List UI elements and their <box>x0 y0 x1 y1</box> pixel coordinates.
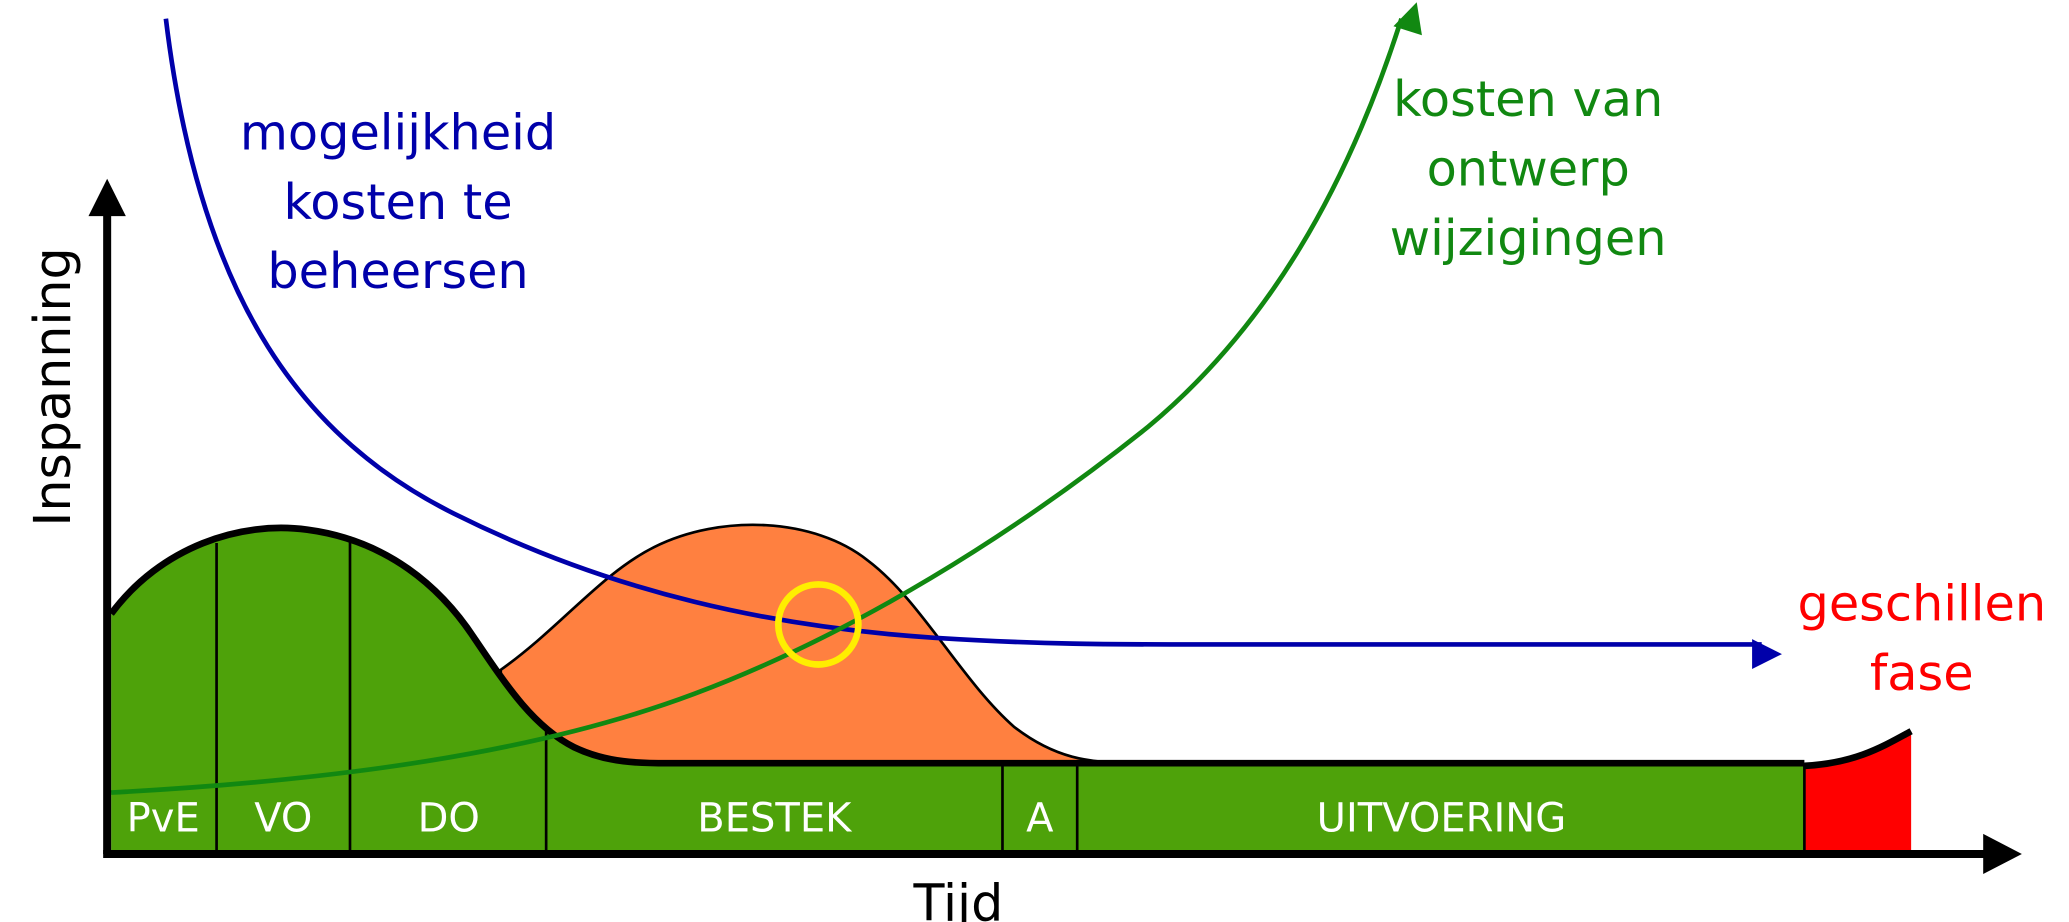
annotation-line: geschillen <box>1797 574 2046 632</box>
x-axis-label: Tijd <box>913 874 1004 922</box>
annotation-line: ontwerp <box>1427 139 1630 197</box>
red-outline <box>1804 728 1913 770</box>
red-area <box>1804 731 1912 852</box>
y-axis-label: Inspanning <box>23 247 82 526</box>
green-outline <box>108 524 1805 767</box>
annotation-line: kosten van <box>1393 70 1663 128</box>
phase-label: VO <box>254 796 312 842</box>
control-curve <box>163 18 1782 670</box>
annotation-line: kosten te <box>283 173 512 231</box>
phase-label: BESTEK <box>697 796 853 842</box>
y-arrow <box>88 178 126 217</box>
intersection-marker <box>774 581 862 668</box>
annotation-line: fase <box>1870 644 1974 702</box>
change-cost-curve <box>111 2 1422 795</box>
phase-label: PvE <box>127 796 200 842</box>
x-arrow <box>1983 833 2022 874</box>
annotation-line: wijzigingen <box>1390 209 1667 267</box>
annotation-line: beheersen <box>267 242 528 300</box>
phase-label: UITVOERING <box>1317 796 1567 842</box>
phase-label: DO <box>418 796 480 842</box>
phase-label: A <box>1026 796 1054 842</box>
green-area <box>111 527 1805 852</box>
annotation-line: mogelijkheid <box>240 103 556 161</box>
dividers <box>215 536 1806 852</box>
